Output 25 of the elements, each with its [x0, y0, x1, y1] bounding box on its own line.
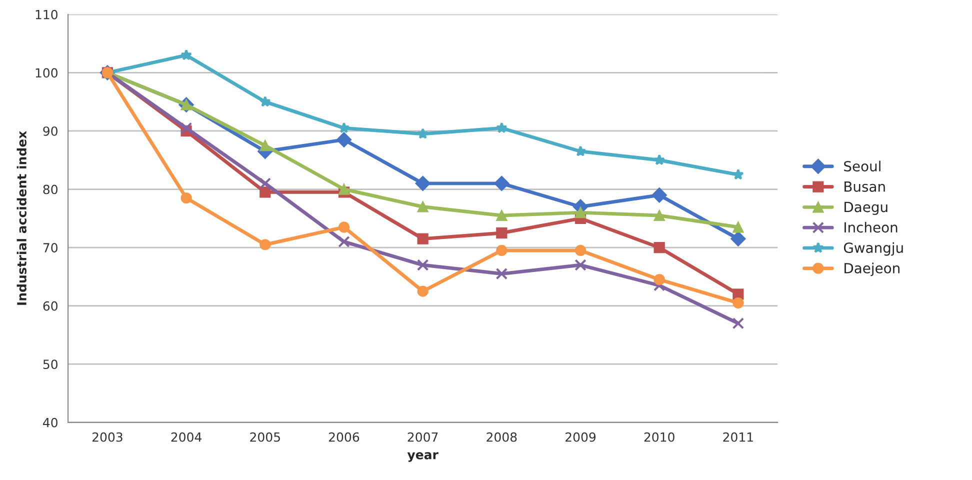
x-tick-label: 2004 — [171, 432, 202, 442]
y-tick-label: 70 — [43, 243, 58, 252]
x-tick-label: 2011 — [723, 432, 753, 442]
y-tick-label: 50 — [43, 360, 58, 370]
y-tick-label: 80 — [43, 184, 58, 194]
x-tick-label: 2005 — [250, 432, 280, 442]
y-tick-label: 100 — [36, 68, 58, 78]
legend-label: Incheon — [844, 222, 898, 233]
x-tick-label: 2007 — [408, 432, 438, 442]
legend-label: Busan — [844, 182, 885, 192]
y-tick-label: 40 — [43, 418, 58, 428]
legend-label: Daegu — [844, 202, 888, 215]
x-tick-label: 2010 — [644, 432, 674, 442]
y-tick-label: 110 — [36, 10, 58, 20]
y-tick-label: 60 — [43, 301, 58, 311]
y-axis-title: Industrial accident index — [16, 130, 26, 305]
legend-label: Seoul — [844, 160, 880, 172]
x-tick-label: 2003 — [92, 432, 122, 442]
x-tick-label: 2006 — [328, 432, 360, 442]
legend-label: Gwangju — [844, 242, 903, 256]
x-tick-label: 2009 — [566, 432, 596, 442]
x-axis-title: year — [407, 452, 438, 462]
y-tick-label: 90 — [43, 126, 58, 136]
legend-label: Daejeon — [844, 262, 900, 276]
x-tick-label: 2008 — [486, 432, 517, 442]
